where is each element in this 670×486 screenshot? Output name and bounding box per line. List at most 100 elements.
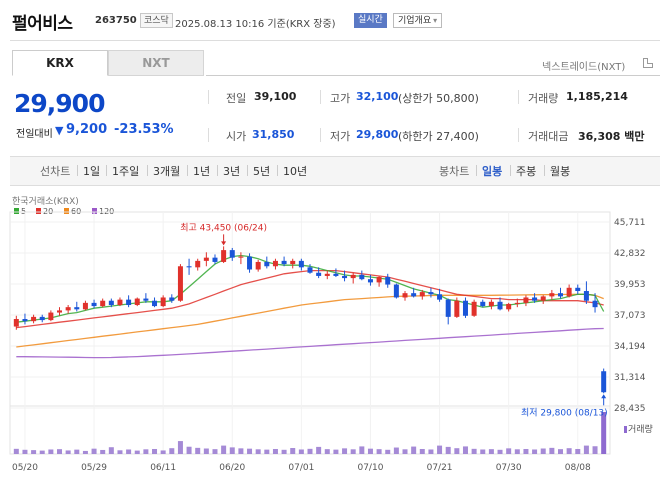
x-tick-label: 05/20	[12, 463, 38, 473]
monthly-candle-tab[interactable]: 월봉	[550, 165, 571, 178]
divider	[147, 165, 148, 176]
x-axis: 05/20 05/29 06/11 06/20 07/01 07/10 07/21 07/30…	[12, 463, 591, 473]
divider	[208, 90, 209, 104]
candle-body	[177, 266, 183, 301]
volume-bar	[557, 449, 563, 454]
x-tick-label: 07/10	[357, 463, 383, 473]
daily-candle-tab[interactable]: 일봉	[482, 165, 503, 178]
stock-chart[interactable]: 한국거래소(KRX) 5 20 60 120 45,71142,83239,95337…	[0, 190, 670, 486]
candle-body	[488, 301, 494, 307]
realtime-button[interactable]: 실시간	[354, 13, 387, 28]
weekly-candle-tab[interactable]: 주봉	[516, 165, 537, 178]
company-overview-button[interactable]: 기업개요 ▾	[393, 13, 443, 28]
volume-bar	[117, 450, 123, 454]
legend-swatch	[14, 208, 19, 214]
candle-body	[419, 292, 425, 297]
period-3y[interactable]: 3년	[223, 165, 241, 178]
candle-body	[514, 302, 520, 304]
volume-bar	[108, 447, 114, 454]
candle-body	[143, 298, 149, 301]
divider	[217, 165, 218, 176]
volume-bar	[583, 445, 589, 454]
period-1w[interactable]: 1주일	[112, 165, 140, 178]
candle-body	[212, 257, 218, 262]
divider	[106, 165, 107, 176]
volume-bar	[255, 449, 261, 454]
x-tick-label: 07/21	[427, 463, 453, 473]
candle-body	[402, 293, 408, 298]
period-5y[interactable]: 5년	[253, 165, 271, 178]
volume-bar	[22, 449, 28, 454]
candle-body	[134, 298, 140, 306]
divider	[510, 165, 511, 176]
change-label: 전일대비	[16, 129, 53, 140]
stock-name: 펄어비스	[12, 14, 73, 34]
y-tick-label: 45,711	[614, 218, 646, 228]
y-axis: 45,711 42,832 39,953 37,073 34,194 31,314 28,4…	[614, 218, 646, 414]
volume-bar	[298, 449, 304, 454]
candle-body	[592, 300, 598, 308]
x-tick-label: 06/11	[150, 463, 176, 473]
volume-bar	[437, 445, 443, 454]
volume-bar	[100, 449, 106, 454]
period-3m[interactable]: 3개월	[153, 165, 181, 178]
volume-bar	[290, 448, 296, 454]
volume-bar	[143, 449, 149, 454]
volume-bar	[264, 449, 270, 454]
high-arrow-head	[221, 241, 227, 246]
y-tick-label: 34,194	[614, 342, 646, 352]
candle-body	[376, 277, 382, 283]
candle-body	[186, 266, 192, 268]
candle-body	[454, 300, 460, 317]
period-10y[interactable]: 10년	[283, 165, 308, 178]
candle-body	[57, 310, 63, 313]
high-value: 32,100	[356, 90, 399, 103]
volume-value: 1,185,214	[566, 90, 628, 103]
volume-bar	[221, 445, 227, 454]
volume-bar	[281, 449, 287, 454]
volume-bar	[74, 449, 80, 454]
candle-body	[22, 319, 28, 322]
candle-body	[169, 297, 175, 301]
legend-swatch	[64, 208, 69, 214]
tab-krx[interactable]: KRX	[12, 50, 108, 76]
divider	[187, 165, 188, 176]
low-label: 저가	[330, 130, 351, 143]
candle-body	[152, 300, 158, 307]
volume-legend-swatch	[624, 426, 627, 433]
candle-body	[462, 300, 468, 316]
line-chart-button[interactable]: 선차트	[40, 165, 71, 178]
candle-chart-button[interactable]: 봉차트	[439, 165, 470, 178]
volume-bar	[247, 448, 253, 454]
candle-body	[393, 284, 399, 298]
volume-bar	[316, 446, 322, 454]
amount-label: 거래대금	[528, 130, 569, 143]
divider	[320, 128, 321, 142]
prev-close-value: 39,100	[254, 90, 297, 103]
candle-body	[324, 273, 330, 276]
ma20-line	[16, 269, 604, 329]
candle-body	[48, 312, 54, 321]
candle-body	[195, 260, 201, 268]
y-tick-label: 28,435	[614, 404, 646, 414]
volume-bar	[428, 449, 434, 454]
volume-bar	[126, 449, 132, 454]
volume-bar	[506, 448, 512, 454]
candle-body	[126, 299, 132, 306]
amount-value: 36,308 백만	[578, 130, 645, 143]
period-1y[interactable]: 1년	[193, 165, 211, 178]
volume-bar	[48, 449, 54, 454]
volume-bar	[376, 449, 382, 454]
tab-underline	[206, 75, 660, 76]
candle-body	[100, 300, 106, 307]
volume-bar	[350, 449, 356, 454]
period-1d[interactable]: 1일	[83, 165, 101, 178]
volume-bar	[575, 448, 581, 454]
tab-nxt[interactable]: NXT	[108, 50, 204, 76]
candle-body	[411, 293, 417, 297]
popup-icon[interactable]	[643, 58, 653, 68]
divider	[208, 128, 209, 142]
volume-bar	[342, 448, 348, 454]
nextrade-link[interactable]: 넥스트레이드(NXT)	[542, 62, 626, 73]
candle-body	[385, 277, 391, 285]
